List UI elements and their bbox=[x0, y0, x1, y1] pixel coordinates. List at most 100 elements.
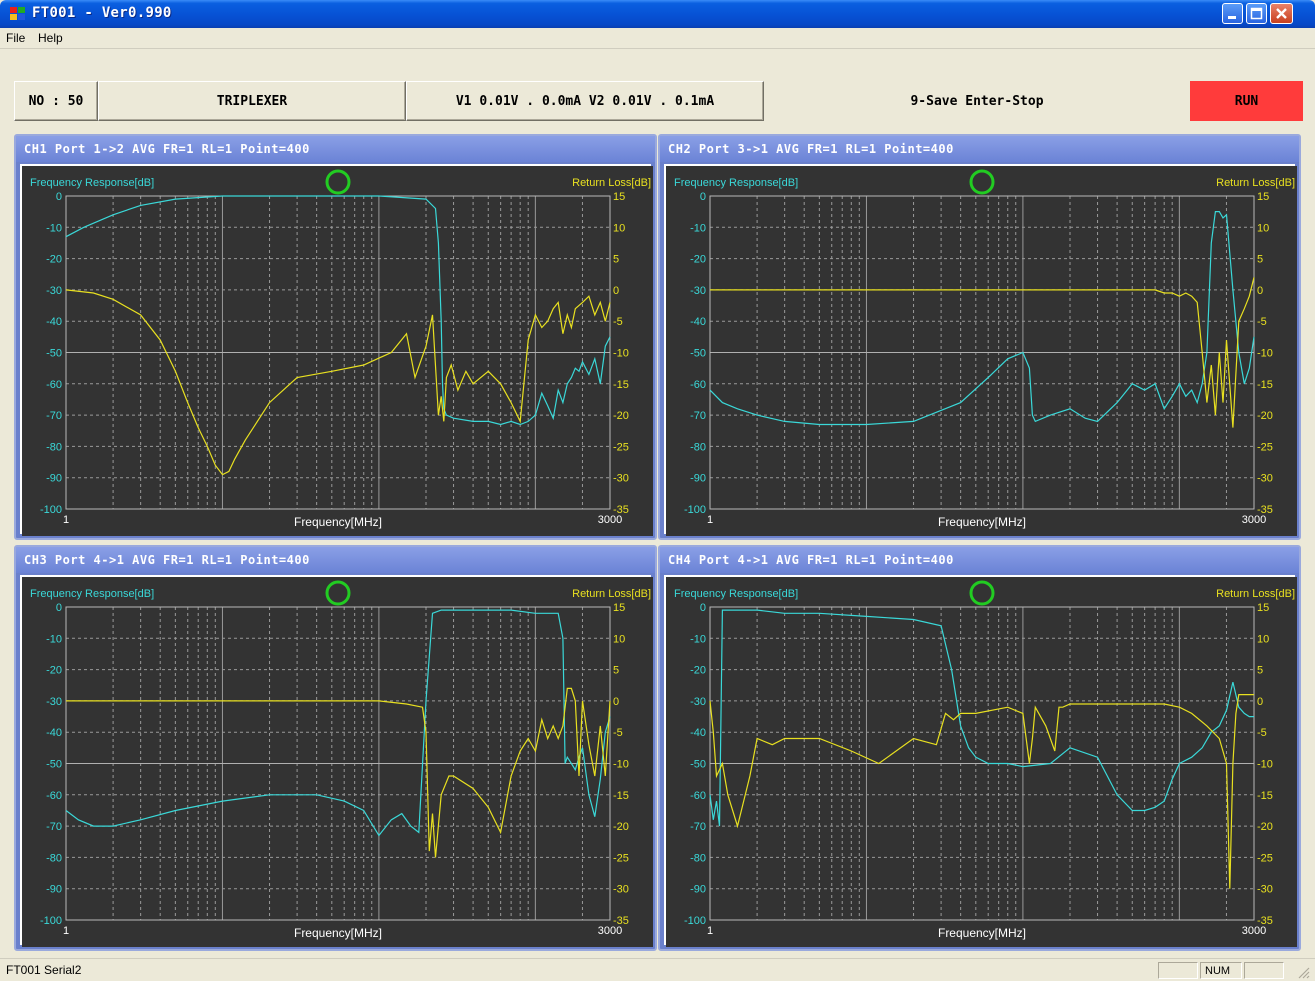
channel-panel-1: CH1 Port 1->2 AVG FR=1 RL=1 Point=400 0 1… bbox=[14, 134, 657, 540]
x-tick-label: 3000 bbox=[598, 514, 622, 526]
x-axis-label: Frequency[MHz] bbox=[294, 515, 382, 529]
y-tick-label-right: 10 bbox=[613, 222, 625, 234]
y-tick-label-right: -35 bbox=[613, 504, 629, 516]
channel-panel-3: CH3 Port 4->1 AVG FR=1 RL=1 Point=400 0 1… bbox=[14, 545, 657, 951]
y-tick-label-left: -20 bbox=[690, 665, 706, 677]
y-axis-label-right: Return Loss[dB] bbox=[1216, 177, 1295, 189]
mode-button[interactable]: TRIPLEXER bbox=[98, 81, 406, 121]
plot-background bbox=[22, 166, 653, 536]
y-tick-label-right: -10 bbox=[1257, 759, 1273, 771]
y-tick-label-left: -60 bbox=[690, 790, 706, 802]
y-tick-label-right: -25 bbox=[613, 852, 629, 864]
chart-ch4: 0 15 -10 10 -20 5 -30 0 -40 -5 -50 -10 -60 -15 -70 -20 -… bbox=[666, 577, 1297, 947]
y-tick-label-left: -30 bbox=[690, 285, 706, 297]
frequency-response-trace bbox=[709, 210, 1255, 426]
y-tick-label-left: -60 bbox=[690, 379, 706, 391]
y-tick-label-right: 5 bbox=[613, 665, 619, 677]
y-tick-label-right: -5 bbox=[613, 316, 623, 328]
run-button[interactable]: RUN bbox=[1190, 81, 1303, 121]
y-tick-label-left: -40 bbox=[690, 727, 706, 739]
y-tick-label-right: -20 bbox=[1257, 821, 1273, 833]
panel-header: CH1 Port 1->2 AVG FR=1 RL=1 Point=400 bbox=[16, 136, 655, 162]
y-tick-label-left: -40 bbox=[690, 316, 706, 328]
y-axis-label-left: Frequency Response[dB] bbox=[30, 177, 154, 189]
close-button[interactable] bbox=[1270, 3, 1293, 24]
x-axis-label: Frequency[MHz] bbox=[938, 926, 1026, 940]
plot-frame bbox=[709, 606, 1255, 921]
y-axis-label-right: Return Loss[dB] bbox=[1216, 588, 1295, 600]
toolbar: NO : 50 TRIPLEXER V1 0.01V . 0.0mA V2 0.… bbox=[0, 49, 1315, 132]
x-tick-label: 1 bbox=[63, 514, 69, 526]
y-tick-label-left: -10 bbox=[690, 633, 706, 645]
x-tick-label: 1 bbox=[707, 925, 713, 937]
menu-help[interactable]: Help bbox=[38, 31, 63, 45]
y-tick-label-right: -10 bbox=[613, 759, 629, 771]
y-tick-label-right: -30 bbox=[1257, 473, 1273, 485]
y-tick-label-left: -80 bbox=[690, 852, 706, 864]
marker-circle-icon bbox=[325, 169, 351, 195]
x-tick-label: 3000 bbox=[598, 925, 622, 937]
y-tick-label-right: 10 bbox=[1257, 633, 1269, 645]
y-axis-label-right: Return Loss[dB] bbox=[572, 177, 651, 189]
y-tick-label-right: 15 bbox=[613, 191, 625, 203]
panel-header: CH3 Port 4->1 AVG FR=1 RL=1 Point=400 bbox=[16, 547, 655, 573]
y-tick-label-right: -5 bbox=[1257, 316, 1267, 328]
plot-background bbox=[22, 577, 653, 947]
y-tick-label-right: -5 bbox=[613, 727, 623, 739]
y-tick-label-left: -100 bbox=[40, 915, 62, 927]
y-tick-label-left: -10 bbox=[46, 222, 62, 234]
y-tick-label-left: -30 bbox=[690, 696, 706, 708]
y-tick-label-left: -80 bbox=[690, 441, 706, 453]
y-tick-label-left: -80 bbox=[46, 852, 62, 864]
minimize-button[interactable] bbox=[1222, 3, 1243, 24]
y-tick-label-right: -5 bbox=[1257, 727, 1267, 739]
y-tick-label-right: 5 bbox=[1257, 254, 1263, 266]
y-tick-label-left: -70 bbox=[46, 410, 62, 422]
x-tick-label: 1 bbox=[63, 925, 69, 937]
y-axis-label-right: Return Loss[dB] bbox=[572, 588, 651, 600]
status-text: FT001 Serial2 bbox=[6, 963, 82, 977]
plot-background bbox=[666, 577, 1297, 947]
y-tick-label-right: -20 bbox=[613, 410, 629, 422]
y-tick-label-right: 10 bbox=[1257, 222, 1269, 234]
x-tick-label: 3000 bbox=[1242, 925, 1266, 937]
maximize-button[interactable] bbox=[1246, 3, 1267, 24]
y-tick-label-right: -15 bbox=[613, 790, 629, 802]
y-tick-label-left: -40 bbox=[46, 727, 62, 739]
y-axis-label-left: Frequency Response[dB] bbox=[674, 177, 798, 189]
y-tick-label-right: 5 bbox=[1257, 665, 1263, 677]
marker-circle-icon bbox=[325, 580, 351, 606]
y-axis-label-left: Frequency Response[dB] bbox=[30, 588, 154, 600]
y-tick-label-right: -10 bbox=[613, 348, 629, 360]
y-tick-label-left: -100 bbox=[684, 915, 706, 927]
menu-file[interactable]: File bbox=[6, 31, 26, 45]
y-tick-label-left: -50 bbox=[46, 759, 62, 771]
y-tick-label-right: -15 bbox=[1257, 379, 1273, 391]
return-loss-trace bbox=[709, 693, 1254, 889]
y-tick-label-left: -80 bbox=[46, 441, 62, 453]
y-tick-label-left: -20 bbox=[690, 254, 706, 266]
y-tick-label-left: -70 bbox=[690, 410, 706, 422]
y-tick-label-left: 0 bbox=[700, 191, 706, 203]
y-tick-label-left: -100 bbox=[40, 504, 62, 516]
y-tick-label-left: 0 bbox=[700, 602, 706, 614]
y-tick-label-left: -30 bbox=[46, 285, 62, 297]
y-tick-label-right: 0 bbox=[1257, 285, 1263, 297]
y-tick-label-right: 15 bbox=[1257, 602, 1269, 614]
y-tick-label-right: -25 bbox=[1257, 441, 1273, 453]
y-tick-label-right: -35 bbox=[1257, 504, 1273, 516]
channel-panel-4: CH4 Port 4->1 AVG FR=1 RL=1 Point=400 0 1… bbox=[658, 545, 1301, 951]
frequency-response-trace bbox=[709, 609, 1254, 827]
plot-frame bbox=[709, 195, 1255, 510]
resize-grip-icon[interactable] bbox=[1296, 965, 1310, 979]
voltage-readout: V1 0.01V . 0.0mA V2 0.01V . 0.1mA bbox=[406, 81, 764, 121]
x-tick-label: 1 bbox=[707, 514, 713, 526]
y-tick-label-right: 0 bbox=[613, 285, 619, 297]
y-tick-label-left: -50 bbox=[690, 348, 706, 360]
status-pane-empty bbox=[1158, 962, 1198, 979]
plot-area: 0 15 -10 10 -20 5 -30 0 -40 -5 -50 -10 -60 -15 -70 -20 -… bbox=[664, 164, 1297, 536]
panel-header: CH4 Port 4->1 AVG FR=1 RL=1 Point=400 bbox=[660, 547, 1299, 573]
y-tick-label-left: -70 bbox=[690, 821, 706, 833]
y-tick-label-right: -15 bbox=[1257, 790, 1273, 802]
plot-area: 0 15 -10 10 -20 5 -30 0 -40 -5 -50 -10 -60 -15 -70 -20 -… bbox=[664, 575, 1297, 947]
